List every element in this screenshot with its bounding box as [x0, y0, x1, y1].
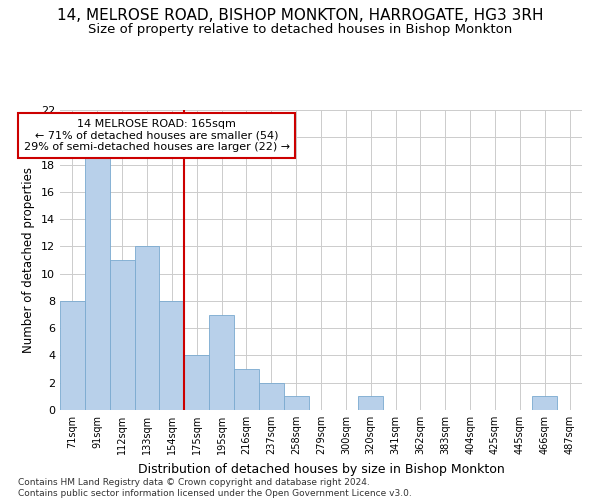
- Bar: [259, 382, 284, 410]
- Bar: [134, 246, 160, 410]
- Bar: [60, 301, 85, 410]
- Text: 14, MELROSE ROAD, BISHOP MONKTON, HARROGATE, HG3 3RH: 14, MELROSE ROAD, BISHOP MONKTON, HARROG…: [57, 8, 543, 22]
- Bar: [284, 396, 308, 410]
- Bar: [184, 356, 209, 410]
- Text: Contains HM Land Registry data © Crown copyright and database right 2024.
Contai: Contains HM Land Registry data © Crown c…: [18, 478, 412, 498]
- X-axis label: Distribution of detached houses by size in Bishop Monkton: Distribution of detached houses by size …: [137, 462, 505, 475]
- Bar: [110, 260, 134, 410]
- Bar: [234, 369, 259, 410]
- Y-axis label: Number of detached properties: Number of detached properties: [22, 167, 35, 353]
- Bar: [209, 314, 234, 410]
- Text: 14 MELROSE ROAD: 165sqm
← 71% of detached houses are smaller (54)
29% of semi-de: 14 MELROSE ROAD: 165sqm ← 71% of detache…: [23, 119, 290, 152]
- Bar: [160, 301, 184, 410]
- Bar: [358, 396, 383, 410]
- Text: Size of property relative to detached houses in Bishop Monkton: Size of property relative to detached ho…: [88, 22, 512, 36]
- Bar: [532, 396, 557, 410]
- Bar: [85, 151, 110, 410]
